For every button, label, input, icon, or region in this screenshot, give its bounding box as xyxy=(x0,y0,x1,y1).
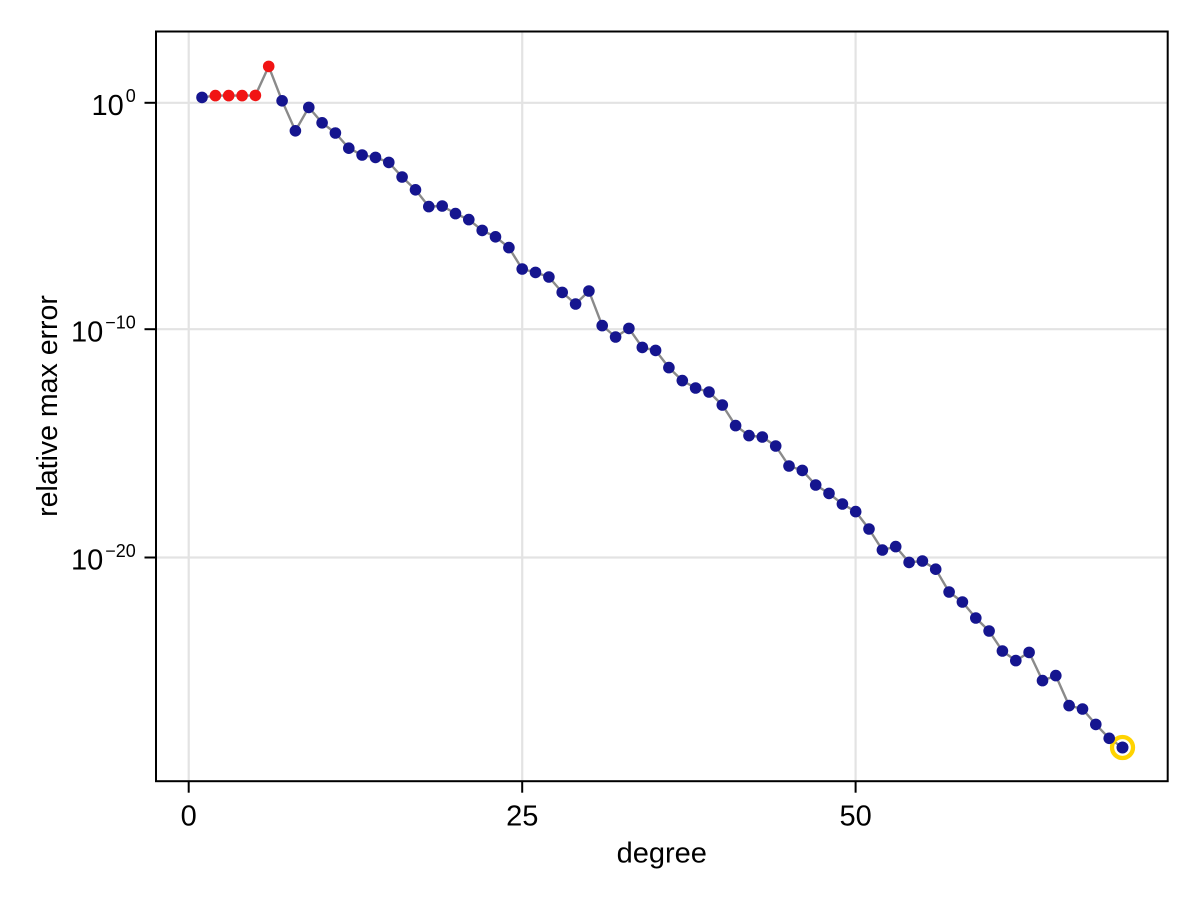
svg-text:relative max error: relative max error xyxy=(32,295,64,517)
svg-text:50: 50 xyxy=(839,800,871,832)
svg-text:10: 10 xyxy=(92,90,124,122)
svg-text:0: 0 xyxy=(126,86,136,106)
svg-text:−20: −20 xyxy=(105,541,136,561)
svg-text:−10: −10 xyxy=(105,313,136,333)
svg-text:10: 10 xyxy=(71,545,103,577)
svg-text:25: 25 xyxy=(506,800,538,832)
svg-text:degree: degree xyxy=(617,837,707,869)
svg-text:10: 10 xyxy=(71,316,103,348)
svg-text:0: 0 xyxy=(181,800,197,832)
